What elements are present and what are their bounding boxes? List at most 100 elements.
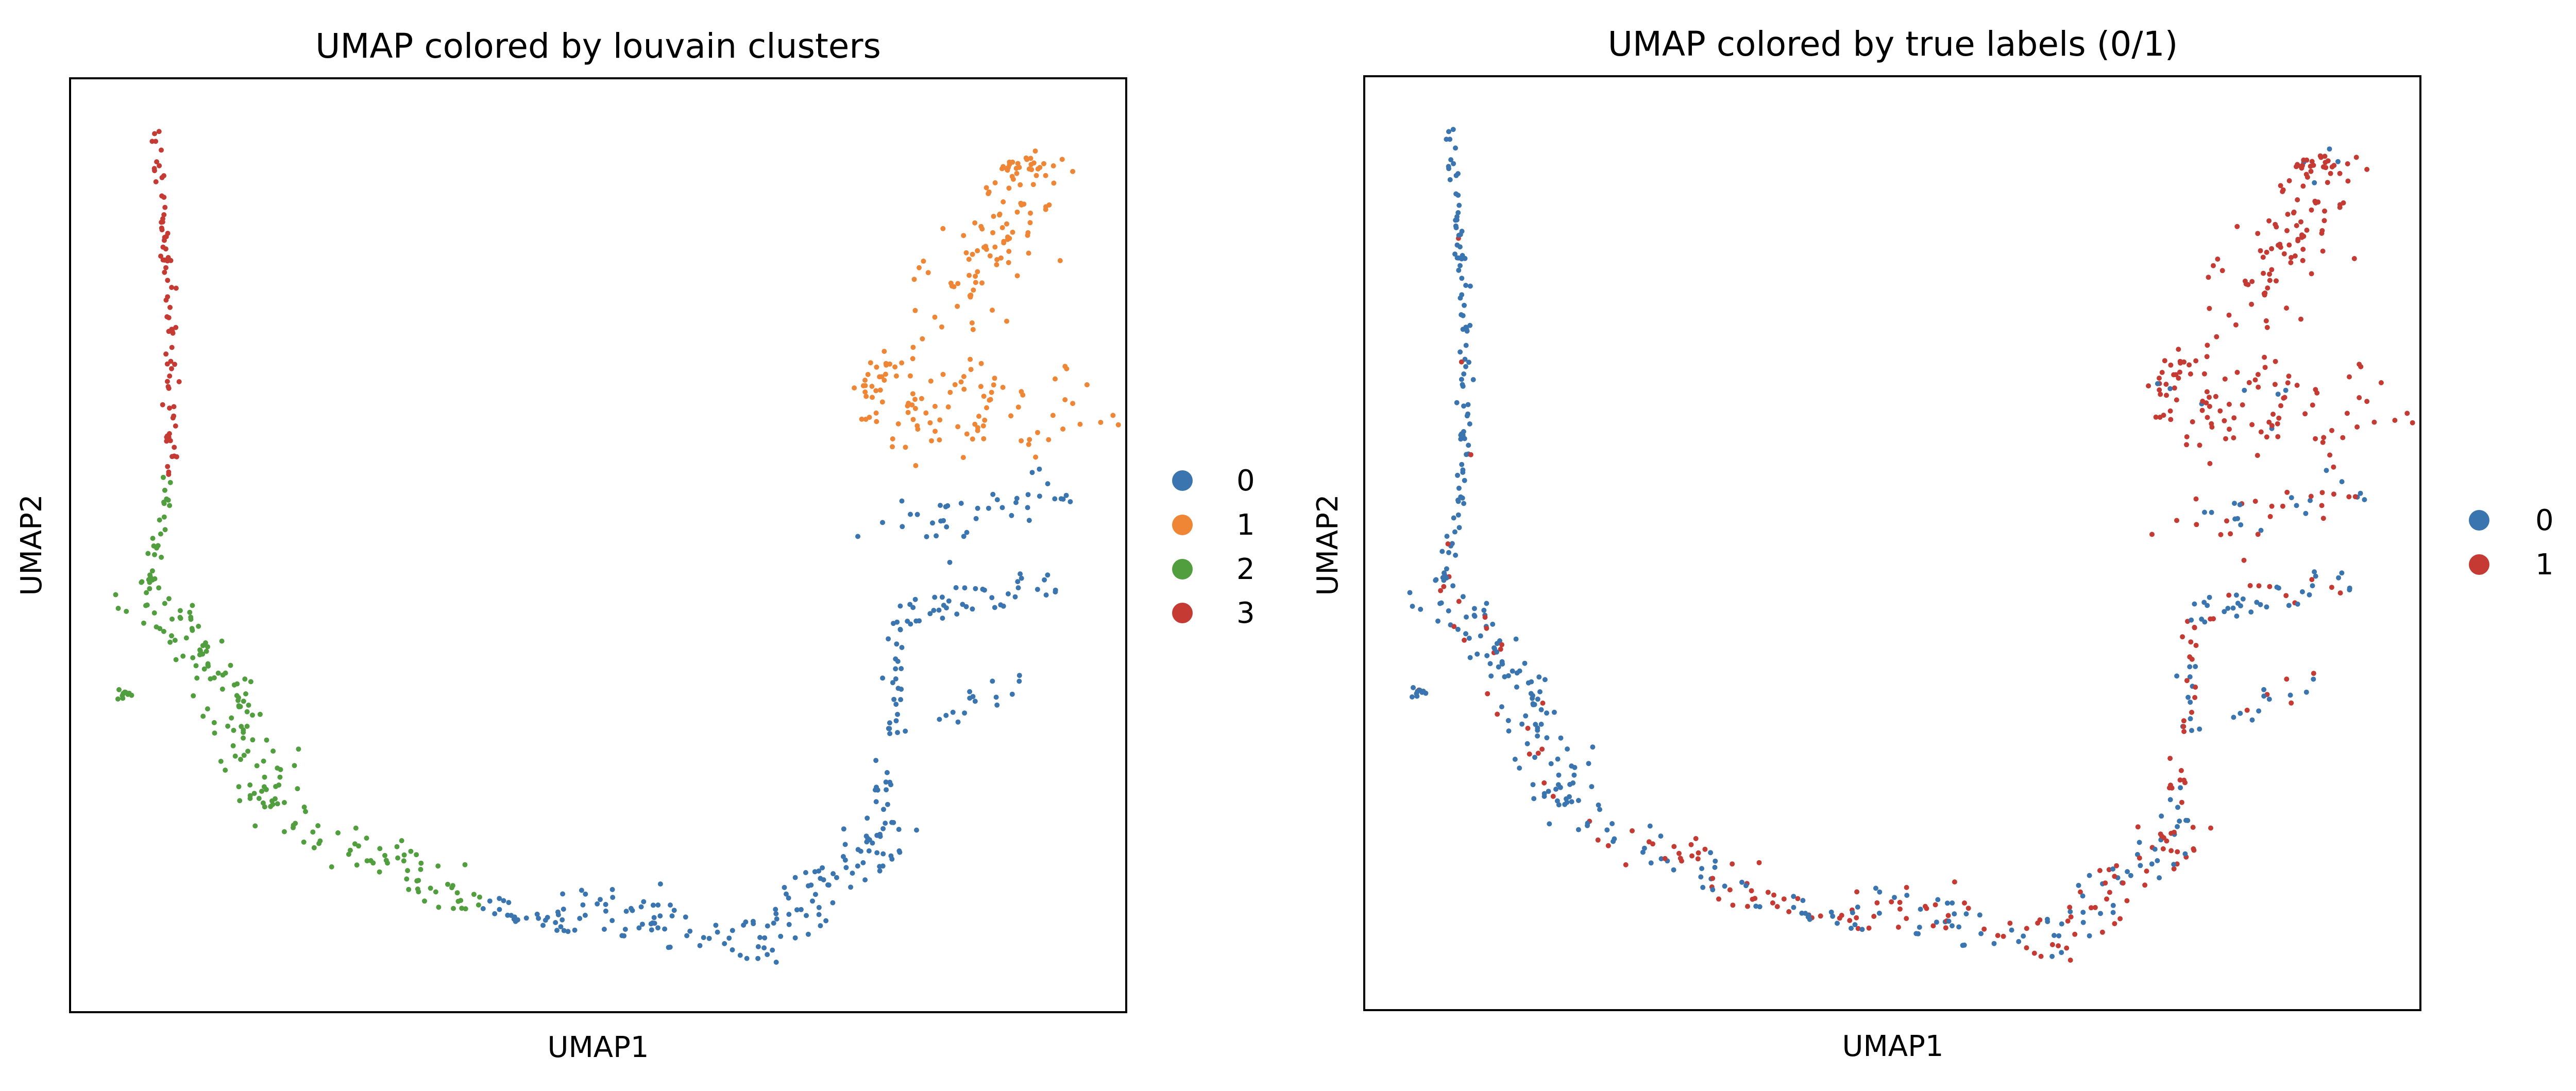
- scatter-point: [2159, 833, 2165, 839]
- scatter-point: [1467, 655, 1473, 660]
- scatter-point: [1045, 481, 1050, 487]
- scatter-point: [2274, 224, 2279, 230]
- scatter-point: [164, 314, 170, 319]
- scatter-point: [893, 676, 899, 681]
- scatter-point: [1453, 225, 1459, 231]
- scatter-point: [281, 829, 287, 834]
- scatter-point: [899, 645, 905, 650]
- scatter-point: [254, 763, 260, 769]
- legend-label: 2: [1236, 553, 1255, 586]
- scatter-point: [842, 857, 848, 863]
- scatter-point: [1961, 942, 1967, 948]
- scatter-point: [2285, 380, 2291, 386]
- scatter-point: [888, 782, 893, 788]
- scatter-point: [1538, 722, 1544, 727]
- scatter-point: [2275, 421, 2280, 427]
- scatter-point: [580, 902, 586, 908]
- scatter-point: [356, 843, 361, 849]
- scatter-point: [774, 916, 779, 922]
- scatter-point: [971, 287, 976, 293]
- scatter-point: [205, 706, 210, 712]
- scatter-point: [882, 378, 887, 383]
- scatter-point: [1444, 534, 1450, 539]
- scatter-point: [1935, 897, 1941, 902]
- scatter-point: [164, 496, 170, 502]
- scatter-point: [943, 712, 949, 718]
- scatter-point: [165, 464, 171, 469]
- scatter-point: [2354, 424, 2360, 430]
- scatter-point: [773, 911, 779, 916]
- scatter-point: [1565, 746, 1570, 752]
- scatter-point: [928, 378, 934, 384]
- scatter-point: [1517, 668, 1522, 674]
- scatter-point: [2244, 707, 2250, 713]
- scatter-point: [2256, 708, 2262, 714]
- scatter-point: [1452, 251, 1458, 257]
- scatter-point: [2233, 322, 2239, 328]
- scatter-point: [395, 855, 400, 861]
- scatter-point: [1866, 925, 1872, 931]
- legend-marker: [2469, 554, 2489, 575]
- scatter-point: [1460, 467, 1466, 473]
- scatter-point: [406, 887, 412, 892]
- scatter-point: [1006, 185, 1012, 191]
- scatter-point: [730, 947, 735, 952]
- scatter-point: [1446, 166, 1451, 172]
- scatter-point: [1854, 915, 1859, 920]
- scatter-point: [1481, 607, 1487, 613]
- chart-title: UMAP colored by louvain clusters: [315, 26, 881, 66]
- scatter-point: [948, 280, 954, 286]
- scatter-point: [1409, 694, 1415, 700]
- scatter-point: [180, 653, 186, 659]
- scatter-point: [1029, 470, 1035, 475]
- scatter-point: [947, 389, 953, 395]
- scatter-point: [2024, 945, 2029, 950]
- scatter-point: [2035, 920, 2041, 926]
- scatter-point: [471, 892, 477, 897]
- scatter-point: [1033, 454, 1039, 460]
- scatter-point: [603, 908, 608, 914]
- scatter-point: [897, 603, 903, 609]
- scatter-point: [2313, 573, 2318, 579]
- scatter-point: [860, 383, 866, 388]
- scatter-point: [2207, 461, 2213, 466]
- scatter-point: [2184, 434, 2190, 439]
- scatter-point: [2231, 435, 2236, 440]
- scatter-point: [157, 517, 162, 523]
- scatter-point: [155, 543, 161, 549]
- scatter-point: [1016, 678, 1022, 684]
- scatter-point: [244, 724, 250, 729]
- scatter-point: [162, 234, 167, 240]
- scatter-point: [1962, 900, 1967, 906]
- scatter-point: [1889, 899, 1894, 905]
- scatter-point: [1023, 155, 1029, 161]
- scatter-point: [2142, 882, 2148, 888]
- scatter-point: [1475, 651, 1480, 657]
- scatter-point: [973, 586, 978, 591]
- scatter-point: [1956, 924, 1962, 930]
- scatter-point: [794, 907, 800, 913]
- scatter-point: [2188, 716, 2193, 722]
- scatter-point: [1485, 691, 1490, 696]
- scatter-point: [2269, 423, 2275, 429]
- scatter-point: [2262, 365, 2268, 370]
- scatter-point: [1750, 896, 1755, 902]
- scatter-point: [1018, 571, 1023, 577]
- scatter-point: [992, 605, 997, 610]
- scatter-point: [236, 695, 241, 701]
- scatter-point: [173, 657, 179, 662]
- scatter-point: [1057, 258, 1063, 263]
- scatter-point: [1952, 879, 1957, 885]
- scatter-point: [2337, 171, 2343, 176]
- scatter-point: [2284, 305, 2289, 311]
- scatter-point: [2149, 861, 2155, 867]
- scatter-point: [1575, 827, 1581, 832]
- scatter-point: [984, 185, 989, 191]
- scatter-point: [903, 728, 908, 734]
- scatter-point: [873, 799, 879, 805]
- scatter-point: [463, 906, 468, 912]
- scatter-point: [917, 265, 922, 270]
- scatter-point: [1051, 180, 1057, 186]
- scatter-point: [1756, 860, 1762, 865]
- scatter-point: [2207, 594, 2212, 600]
